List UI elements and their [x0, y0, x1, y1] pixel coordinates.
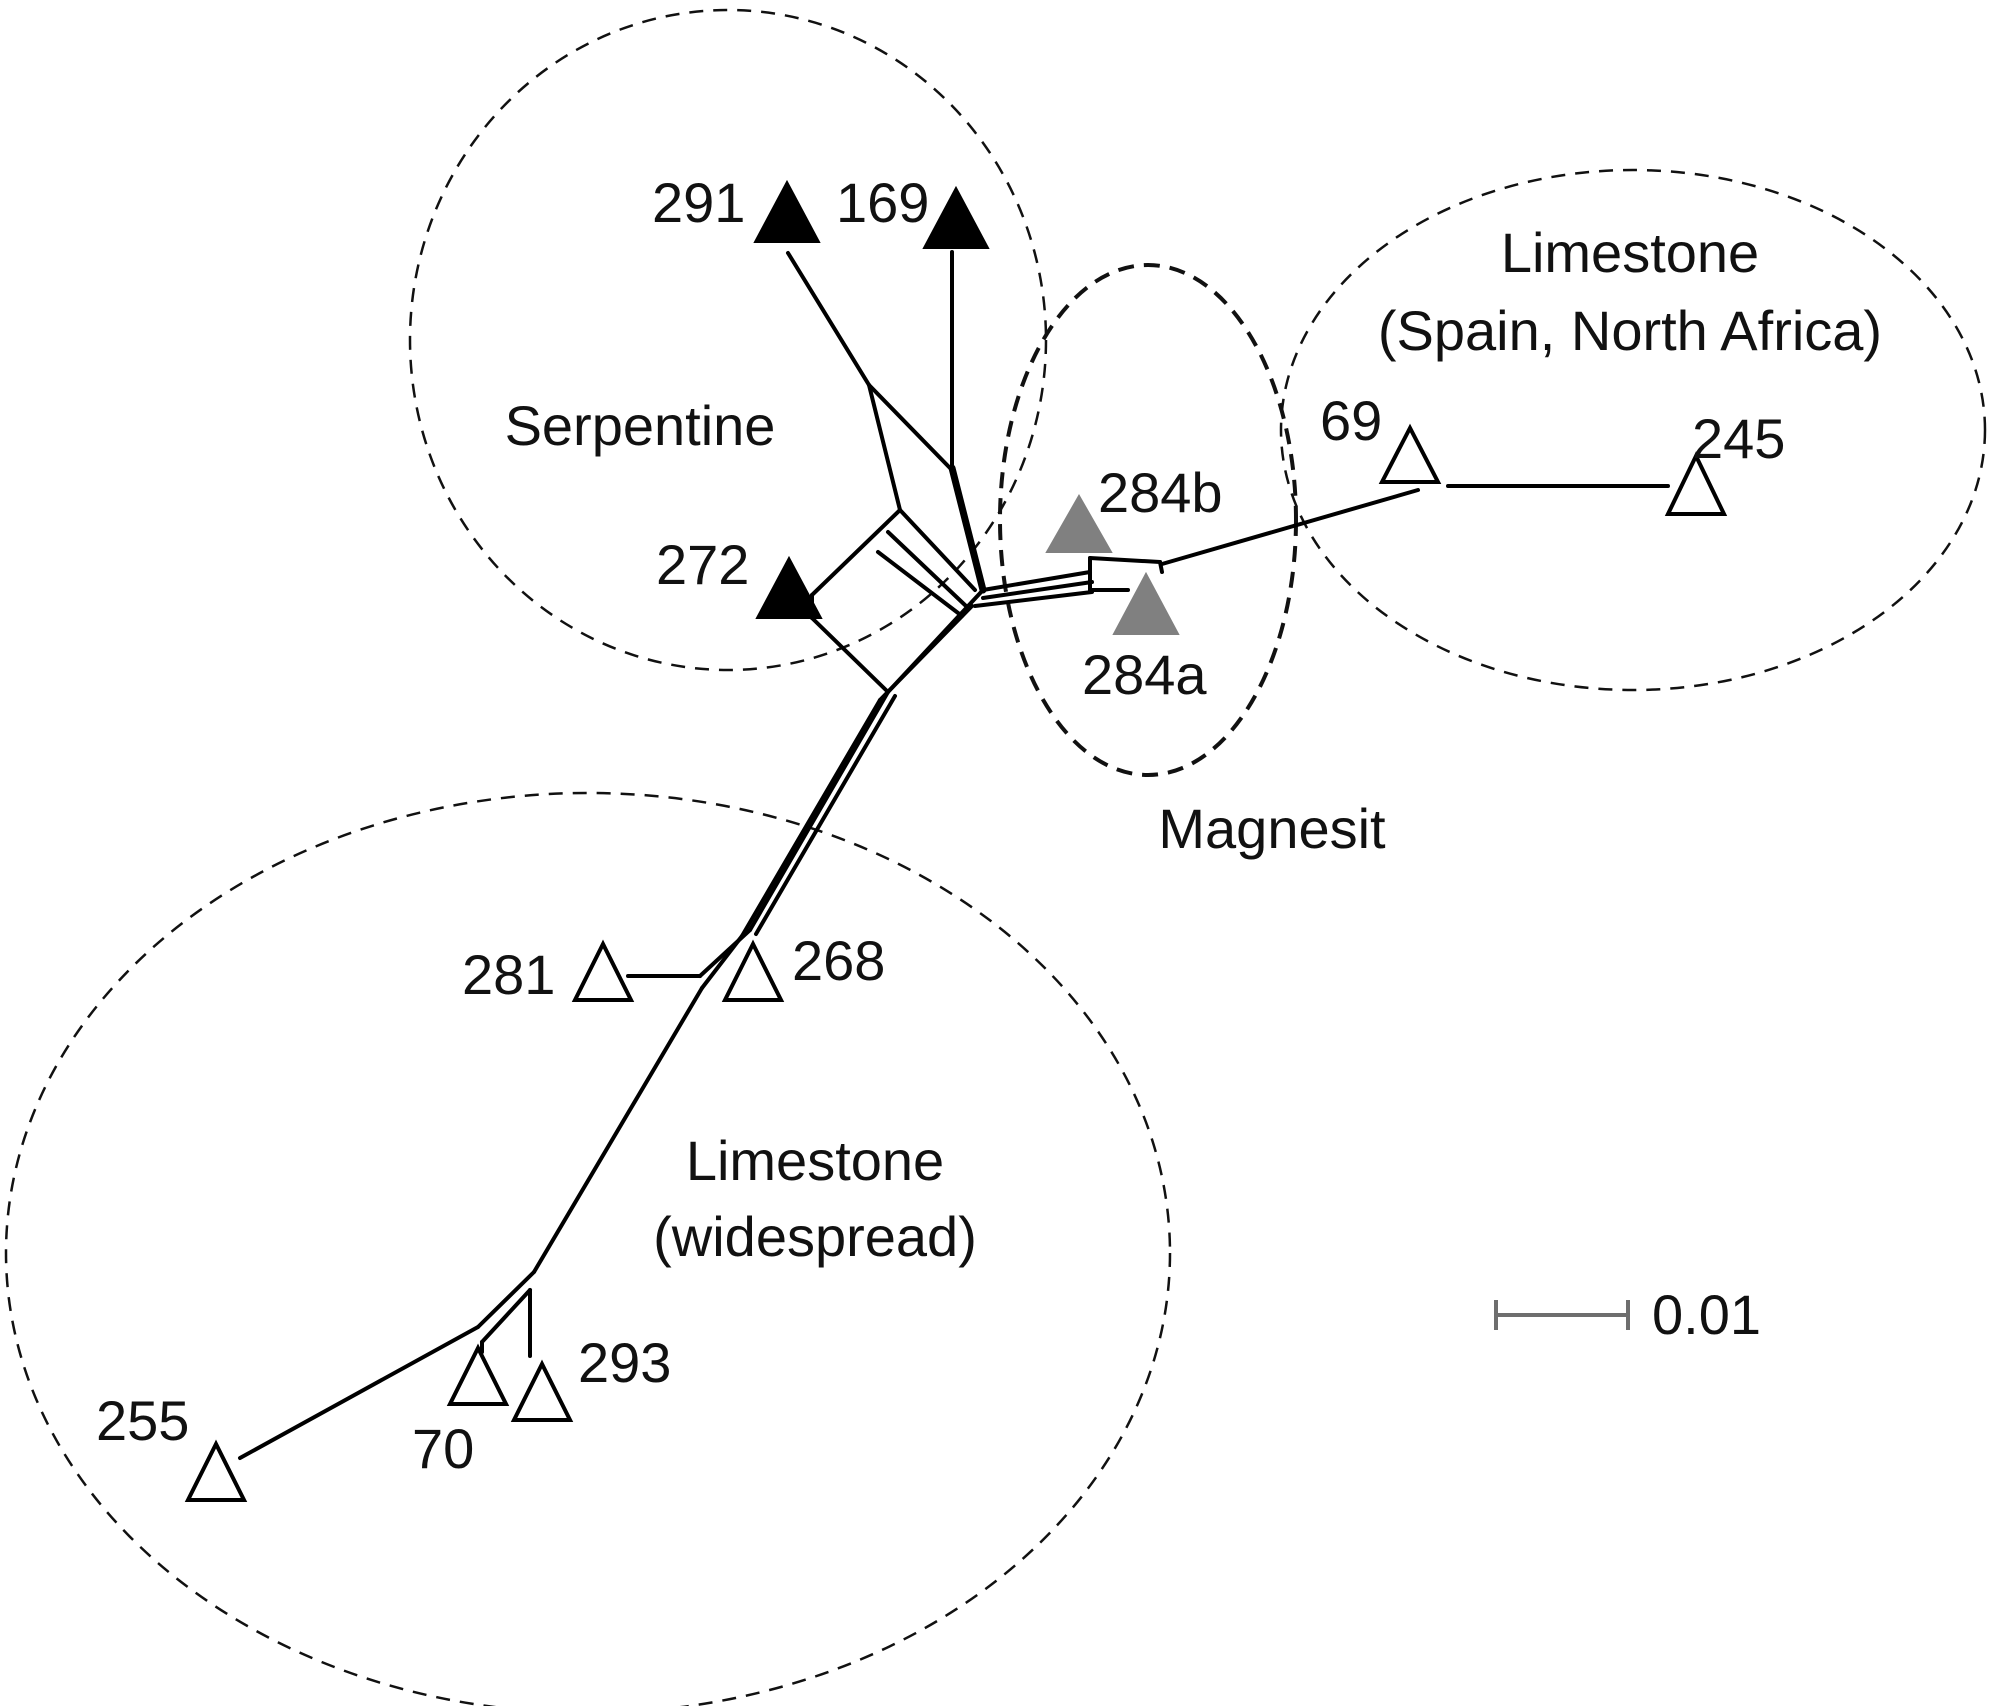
- marker-69: [1378, 423, 1442, 484]
- limestone-spain-region: [1279, 168, 1987, 692]
- scale-label: 0.01: [1652, 1283, 1761, 1346]
- label-limestone-widespread-1: Limestone: [686, 1129, 944, 1192]
- split-box-left: [810, 508, 902, 597]
- sample-label-284a: 284a: [1082, 643, 1207, 706]
- marker-169: [922, 185, 990, 249]
- marker-291: [753, 179, 821, 243]
- edge-magnesit-c: [973, 590, 1094, 608]
- split-top-b: [886, 530, 968, 608]
- marker-268: [721, 939, 785, 1002]
- trunk-upper-b: [878, 604, 974, 702]
- split-box-bottom: [810, 616, 890, 694]
- marker-70: [446, 1343, 510, 1406]
- split-top-c: [876, 550, 964, 618]
- label-limestone-spain-2: (Spain, North Africa): [1378, 299, 1882, 362]
- marker-281: [571, 939, 635, 1002]
- sample-label-69: 69: [1320, 389, 1382, 452]
- label-limestone-spain-1: Limestone: [1501, 221, 1759, 284]
- marker-245: [1664, 451, 1728, 516]
- sample-label-293: 293: [578, 1331, 671, 1394]
- split-top-a: [898, 508, 977, 592]
- trunk-mid-a: [748, 690, 890, 932]
- edge-69: [1160, 488, 1420, 566]
- edge-255: [238, 1325, 480, 1460]
- split-bottom-b: [480, 1288, 532, 1344]
- sample-label-70: 70: [412, 1417, 474, 1480]
- sample-label-272: 272: [656, 533, 749, 596]
- label-serpentine: Serpentine: [505, 394, 776, 457]
- limestone-widespread-region: [4, 791, 1172, 1706]
- scale-bar: 0.01: [1494, 1283, 1761, 1346]
- marker-293: [510, 1359, 574, 1422]
- edge-magnesit-a: [981, 570, 1092, 592]
- trunk-mid-b: [740, 698, 882, 938]
- sample-label-284b: 284b: [1098, 461, 1223, 524]
- edge-291-inner: [867, 383, 952, 470]
- serpentine-region: [408, 8, 1048, 672]
- edge-center-upper: [948, 464, 987, 594]
- label-limestone-widespread-2: (widespread): [653, 1205, 977, 1268]
- network-edges: [238, 250, 1670, 1460]
- label-magnesit: Magnesit: [1158, 797, 1386, 860]
- edge-magnesit-b: [981, 580, 1094, 600]
- marker-284a: [1112, 571, 1180, 635]
- trunk-mid-c: [754, 694, 897, 936]
- marker-284b: [1045, 493, 1113, 553]
- sample-label-245: 245: [1692, 407, 1785, 470]
- split-bottom-a: [476, 1270, 536, 1329]
- split-left-upper: [867, 383, 902, 512]
- trunk-lower-b: [700, 934, 744, 990]
- sample-label-255: 255: [96, 1389, 189, 1452]
- magnesit-region: [998, 263, 1298, 777]
- sample-label-291: 291: [652, 171, 745, 234]
- marker-255: [184, 1439, 248, 1502]
- trunk-to-bottom: [532, 986, 704, 1274]
- edge-291: [786, 251, 871, 387]
- sample-label-268: 268: [792, 929, 885, 992]
- sample-label-281: 281: [462, 943, 555, 1006]
- marker-272: [755, 555, 823, 619]
- edge-284b: [1088, 556, 1162, 564]
- sample-label-169: 169: [836, 171, 929, 234]
- sample-markers: [184, 179, 1728, 1502]
